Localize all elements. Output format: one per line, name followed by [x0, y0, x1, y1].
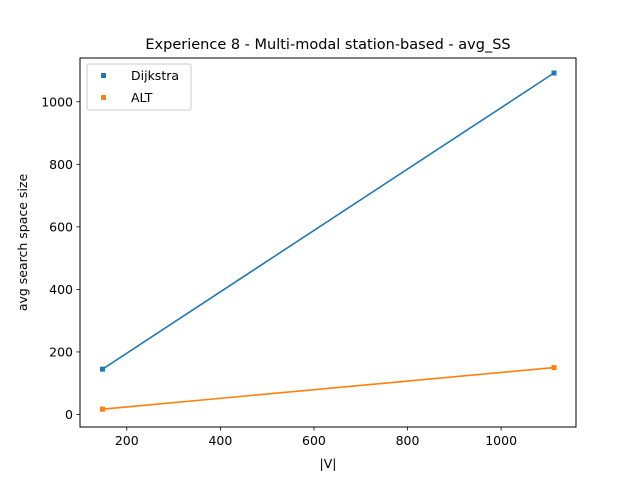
x-axis-ticks: 200 400 600 800 1000: [115, 427, 517, 448]
legend-label-alt: ALT: [131, 90, 153, 105]
y-tick-label: 200: [49, 344, 73, 359]
legend-marker-dijkstra: [101, 73, 106, 78]
y-tick-label: 600: [49, 219, 73, 234]
data-point-dijkstra: [551, 70, 557, 76]
x-tick-label: 800: [396, 433, 420, 448]
series-layer: [99, 70, 557, 412]
legend-box: [86, 63, 192, 111]
x-axis-label: |V|: [320, 456, 337, 471]
chart-title: Experience 8 - Multi-modal station-based…: [145, 37, 510, 53]
legend: Dijkstra ALT: [86, 63, 192, 111]
x-tick-label: 200: [115, 433, 139, 448]
y-tick-label: 1000: [41, 94, 73, 109]
y-tick-label: 0: [65, 407, 73, 422]
legend-label-dijkstra: Dijkstra: [131, 68, 179, 83]
x-tick-label: 1000: [485, 433, 517, 448]
y-tick-label: 800: [49, 157, 73, 172]
y-axis-ticks: 0 200 400 600 800 1000: [41, 94, 80, 422]
x-tick-label: 600: [302, 433, 326, 448]
legend-marker-alt: [101, 95, 106, 100]
series-line-alt: [102, 366, 555, 410]
x-tick-label: 400: [208, 433, 232, 448]
y-axis-label: avg search space size: [15, 174, 30, 312]
series-line-dijkstra: [102, 72, 555, 370]
y-tick-label: 400: [49, 282, 73, 297]
plot-frame: [79, 57, 577, 428]
data-point-dijkstra: [99, 366, 105, 372]
data-point-alt: [99, 406, 105, 412]
data-point-alt: [551, 365, 557, 371]
